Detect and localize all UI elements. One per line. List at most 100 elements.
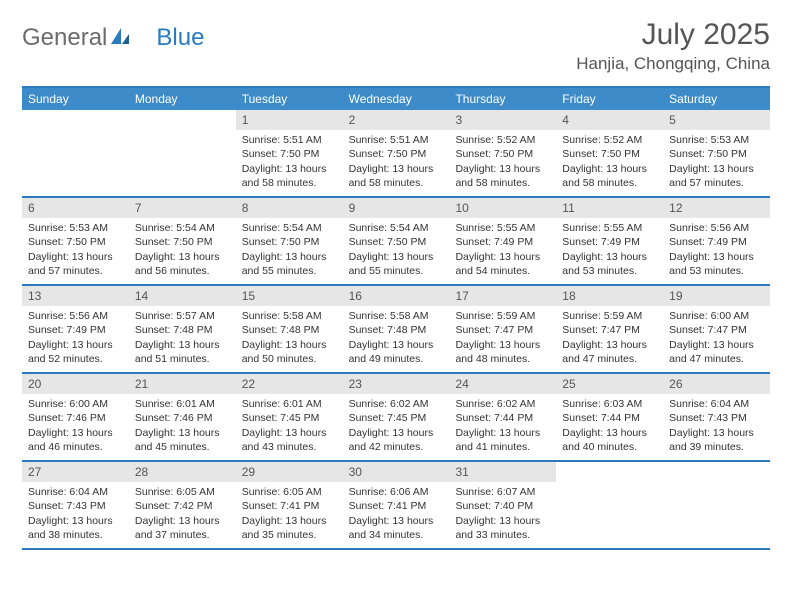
sunset-line: Sunset: 7:41 PM xyxy=(349,499,444,513)
day-number: 21 xyxy=(129,374,236,394)
day-number: 24 xyxy=(449,374,556,394)
daylight-line: Daylight: 13 hours and 53 minutes. xyxy=(669,250,764,278)
title-block: July 2025 Hanjia, Chongqing, China xyxy=(576,18,770,74)
sunset-line: Sunset: 7:41 PM xyxy=(242,499,337,513)
day-number: 12 xyxy=(663,198,770,218)
sunrise-line: Sunrise: 5:59 AM xyxy=(455,309,550,323)
day-number: 8 xyxy=(236,198,343,218)
sunrise-line: Sunrise: 5:54 AM xyxy=(349,221,444,235)
sunset-line: Sunset: 7:49 PM xyxy=(669,235,764,249)
day-body: Sunrise: 5:59 AMSunset: 7:47 PMDaylight:… xyxy=(449,306,556,372)
sunrise-line: Sunrise: 6:05 AM xyxy=(242,485,337,499)
day-header: Wednesday xyxy=(343,88,450,110)
day-body: Sunrise: 6:03 AMSunset: 7:44 PMDaylight:… xyxy=(556,394,663,460)
sunset-line: Sunset: 7:47 PM xyxy=(562,323,657,337)
sunrise-line: Sunrise: 5:51 AM xyxy=(242,133,337,147)
sunrise-line: Sunrise: 5:53 AM xyxy=(28,221,123,235)
day-body: Sunrise: 5:59 AMSunset: 7:47 PMDaylight:… xyxy=(556,306,663,372)
day-body: Sunrise: 5:55 AMSunset: 7:49 PMDaylight:… xyxy=(449,218,556,284)
day-cell: 4Sunrise: 5:52 AMSunset: 7:50 PMDaylight… xyxy=(556,110,663,196)
sunrise-line: Sunrise: 6:01 AM xyxy=(135,397,230,411)
day-cell: 10Sunrise: 5:55 AMSunset: 7:49 PMDayligh… xyxy=(449,198,556,284)
day-body: Sunrise: 5:56 AMSunset: 7:49 PMDaylight:… xyxy=(22,306,129,372)
day-cell: 6Sunrise: 5:53 AMSunset: 7:50 PMDaylight… xyxy=(22,198,129,284)
daylight-line: Daylight: 13 hours and 55 minutes. xyxy=(242,250,337,278)
daylight-line: Daylight: 13 hours and 49 minutes. xyxy=(349,338,444,366)
sunset-line: Sunset: 7:46 PM xyxy=(135,411,230,425)
day-number: 19 xyxy=(663,286,770,306)
day-cell: 16Sunrise: 5:58 AMSunset: 7:48 PMDayligh… xyxy=(343,286,450,372)
sunset-line: Sunset: 7:45 PM xyxy=(349,411,444,425)
day-cell: 15Sunrise: 5:58 AMSunset: 7:48 PMDayligh… xyxy=(236,286,343,372)
sunrise-line: Sunrise: 5:52 AM xyxy=(562,133,657,147)
day-number: 28 xyxy=(129,462,236,482)
day-cell: 24Sunrise: 6:02 AMSunset: 7:44 PMDayligh… xyxy=(449,374,556,460)
daylight-line: Daylight: 13 hours and 35 minutes. xyxy=(242,514,337,542)
day-body: Sunrise: 5:57 AMSunset: 7:48 PMDaylight:… xyxy=(129,306,236,372)
day-number: 27 xyxy=(22,462,129,482)
day-number: 26 xyxy=(663,374,770,394)
day-cell: 25Sunrise: 6:03 AMSunset: 7:44 PMDayligh… xyxy=(556,374,663,460)
day-number: 31 xyxy=(449,462,556,482)
day-body: Sunrise: 6:06 AMSunset: 7:41 PMDaylight:… xyxy=(343,482,450,548)
day-header: Sunday xyxy=(22,88,129,110)
sunset-line: Sunset: 7:49 PM xyxy=(28,323,123,337)
sunrise-line: Sunrise: 6:03 AM xyxy=(562,397,657,411)
daylight-line: Daylight: 13 hours and 52 minutes. xyxy=(28,338,123,366)
location: Hanjia, Chongqing, China xyxy=(576,54,770,74)
week-row: ..1Sunrise: 5:51 AMSunset: 7:50 PMDaylig… xyxy=(22,110,770,198)
day-cell: 28Sunrise: 6:05 AMSunset: 7:42 PMDayligh… xyxy=(129,462,236,548)
day-cell: . xyxy=(22,110,129,196)
sunset-line: Sunset: 7:44 PM xyxy=(455,411,550,425)
day-cell: 19Sunrise: 6:00 AMSunset: 7:47 PMDayligh… xyxy=(663,286,770,372)
day-body: Sunrise: 5:54 AMSunset: 7:50 PMDaylight:… xyxy=(236,218,343,284)
sunset-line: Sunset: 7:45 PM xyxy=(242,411,337,425)
daylight-line: Daylight: 13 hours and 58 minutes. xyxy=(455,162,550,190)
sunset-line: Sunset: 7:43 PM xyxy=(28,499,123,513)
day-body: Sunrise: 6:00 AMSunset: 7:47 PMDaylight:… xyxy=(663,306,770,372)
day-cell: 30Sunrise: 6:06 AMSunset: 7:41 PMDayligh… xyxy=(343,462,450,548)
daylight-line: Daylight: 13 hours and 42 minutes. xyxy=(349,426,444,454)
day-cell: . xyxy=(129,110,236,196)
day-body: Sunrise: 5:58 AMSunset: 7:48 PMDaylight:… xyxy=(343,306,450,372)
day-cell: . xyxy=(556,462,663,548)
daylight-line: Daylight: 13 hours and 37 minutes. xyxy=(135,514,230,542)
day-body: Sunrise: 6:04 AMSunset: 7:43 PMDaylight:… xyxy=(663,394,770,460)
day-body: Sunrise: 6:00 AMSunset: 7:46 PMDaylight:… xyxy=(22,394,129,460)
day-number: 10 xyxy=(449,198,556,218)
sunrise-line: Sunrise: 5:54 AM xyxy=(135,221,230,235)
day-body: Sunrise: 5:53 AMSunset: 7:50 PMDaylight:… xyxy=(22,218,129,284)
sunrise-line: Sunrise: 6:00 AM xyxy=(28,397,123,411)
sunrise-line: Sunrise: 6:04 AM xyxy=(28,485,123,499)
day-body: Sunrise: 6:02 AMSunset: 7:45 PMDaylight:… xyxy=(343,394,450,460)
sunset-line: Sunset: 7:47 PM xyxy=(669,323,764,337)
daylight-line: Daylight: 13 hours and 48 minutes. xyxy=(455,338,550,366)
day-number: 2 xyxy=(343,110,450,130)
sunset-line: Sunset: 7:50 PM xyxy=(28,235,123,249)
day-cell: 2Sunrise: 5:51 AMSunset: 7:50 PMDaylight… xyxy=(343,110,450,196)
sunset-line: Sunset: 7:49 PM xyxy=(562,235,657,249)
day-cell: 31Sunrise: 6:07 AMSunset: 7:40 PMDayligh… xyxy=(449,462,556,548)
day-cell: 13Sunrise: 5:56 AMSunset: 7:49 PMDayligh… xyxy=(22,286,129,372)
day-cell: . xyxy=(663,462,770,548)
day-headers: SundayMondayTuesdayWednesdayThursdayFrid… xyxy=(22,88,770,110)
day-cell: 20Sunrise: 6:00 AMSunset: 7:46 PMDayligh… xyxy=(22,374,129,460)
day-number: 14 xyxy=(129,286,236,306)
sunset-line: Sunset: 7:50 PM xyxy=(455,147,550,161)
sunset-line: Sunset: 7:48 PM xyxy=(242,323,337,337)
day-number: 3 xyxy=(449,110,556,130)
sunrise-line: Sunrise: 5:54 AM xyxy=(242,221,337,235)
day-number: 15 xyxy=(236,286,343,306)
day-header: Tuesday xyxy=(236,88,343,110)
day-cell: 9Sunrise: 5:54 AMSunset: 7:50 PMDaylight… xyxy=(343,198,450,284)
day-number: 23 xyxy=(343,374,450,394)
sunrise-line: Sunrise: 6:04 AM xyxy=(669,397,764,411)
day-cell: 23Sunrise: 6:02 AMSunset: 7:45 PMDayligh… xyxy=(343,374,450,460)
sunset-line: Sunset: 7:47 PM xyxy=(455,323,550,337)
day-cell: 1Sunrise: 5:51 AMSunset: 7:50 PMDaylight… xyxy=(236,110,343,196)
sunrise-line: Sunrise: 6:01 AM xyxy=(242,397,337,411)
day-body: Sunrise: 5:56 AMSunset: 7:49 PMDaylight:… xyxy=(663,218,770,284)
sunrise-line: Sunrise: 6:02 AM xyxy=(455,397,550,411)
sunset-line: Sunset: 7:40 PM xyxy=(455,499,550,513)
daylight-line: Daylight: 13 hours and 40 minutes. xyxy=(562,426,657,454)
